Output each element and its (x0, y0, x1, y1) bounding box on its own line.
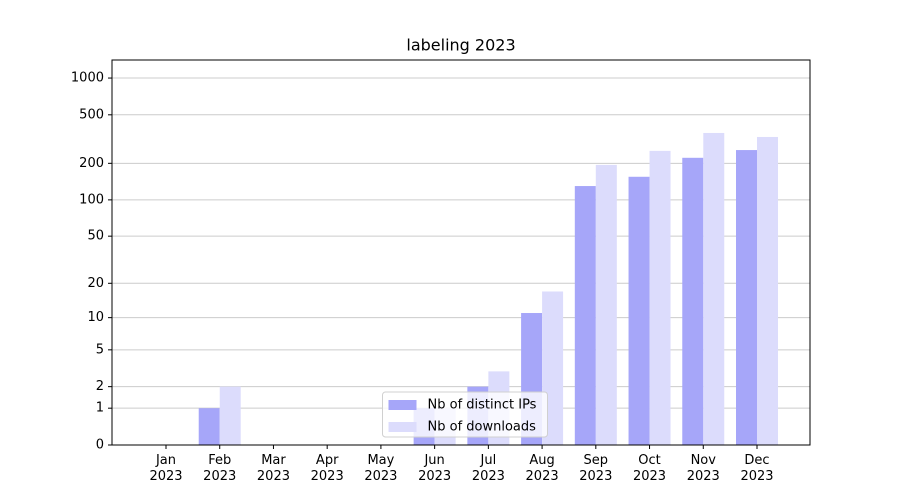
bar (757, 136, 778, 446)
x-tick-label: Jan 2023 (149, 453, 183, 484)
chart-title: labeling 2023 (406, 36, 515, 55)
bar (595, 164, 617, 446)
y-tick-label: 50 (87, 229, 104, 244)
x-tick-label: Aug 2023 (525, 453, 559, 484)
x-tick-label: Jun 2023 (418, 453, 452, 484)
legend-swatch (388, 400, 417, 410)
y-tick-label: 1 (96, 401, 104, 416)
y-tick-label: 100 (79, 192, 104, 207)
bar (703, 132, 725, 445)
bar (574, 186, 596, 446)
x-tick-label: Feb 2023 (203, 453, 237, 484)
x-tick-label: Nov 2023 (686, 453, 720, 484)
bar (198, 408, 220, 445)
legend-box (382, 391, 548, 438)
x-tick-label: Dec 2023 (740, 453, 774, 484)
x-tick-label: Jul 2023 (471, 453, 505, 484)
y-tick-label: 500 (79, 107, 104, 122)
y-tick-label: 10 (87, 310, 104, 325)
bar (219, 386, 241, 445)
y-tick-label: 0 (96, 438, 104, 453)
y-tick-label: 1000 (71, 71, 104, 86)
legend: Nb of distinct IPs Nb of downloads (382, 391, 548, 438)
y-tick-label: 5 (96, 342, 104, 357)
bar (682, 157, 704, 445)
y-tick-label: 20 (87, 276, 104, 291)
legend-swatch (388, 422, 417, 432)
x-tick-label: Apr 2023 (310, 453, 344, 484)
legend-label: Nb of distinct IPs (428, 398, 537, 413)
bar (649, 150, 671, 446)
x-tick-label: May 2023 (364, 453, 398, 484)
x-tick-label: Oct 2023 (632, 453, 667, 484)
legend-label: Nb of downloads (428, 420, 537, 435)
bar (736, 150, 757, 445)
x-tick-label: Mar 2023 (256, 453, 290, 484)
bar (628, 176, 650, 445)
y-tick-label: 200 (79, 156, 104, 171)
x-tick-label: Sep 2023 (579, 453, 613, 484)
y-tick-label: 2 (96, 379, 104, 394)
plot-frame (111, 59, 811, 446)
